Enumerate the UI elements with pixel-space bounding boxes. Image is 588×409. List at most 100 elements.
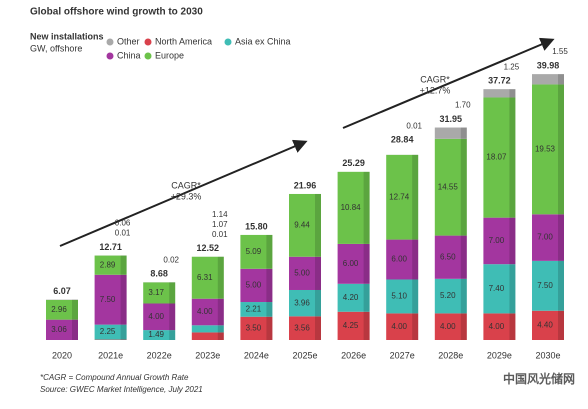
bar-segment	[240, 268, 273, 303]
bar-segment	[240, 234, 273, 269]
data-label: 5.00	[294, 268, 310, 277]
bar-side	[363, 311, 370, 340]
bar-segment	[532, 260, 564, 311]
data-label: 4.00	[148, 312, 164, 321]
data-label: 5.00	[246, 281, 262, 290]
bar-side	[412, 154, 419, 240]
legend-swatch	[106, 52, 114, 60]
bar-side	[509, 264, 516, 314]
bar-side	[315, 193, 321, 257]
bar-side	[460, 278, 467, 314]
legend-label: China	[117, 50, 141, 60]
chart-title: Global offshore wind growth to 2030	[30, 7, 203, 18]
data-label: 19.53	[535, 144, 556, 153]
x-tick-label: 2020	[52, 350, 72, 360]
data-label-above: 1.55	[552, 47, 568, 56]
data-label: 4.00	[440, 322, 456, 331]
bar-side	[266, 316, 273, 340]
data-label-above: 1.14	[212, 210, 228, 219]
legend-label: Asia ex China	[235, 36, 291, 46]
x-tick-label: 2030e	[535, 350, 560, 360]
bar-segment	[46, 319, 78, 340]
bar-segment	[434, 235, 467, 279]
bar-segment	[289, 256, 321, 290]
bar-segment	[483, 264, 516, 314]
data-label-above: 1.07	[212, 220, 228, 229]
bar-side	[412, 239, 419, 280]
total-label: 12.71	[99, 242, 122, 252]
bar-segment	[240, 302, 273, 317]
data-label: 5.09	[246, 247, 262, 256]
x-tick-label: 2025e	[292, 350, 317, 360]
bar-side	[169, 282, 176, 304]
data-label: 4.00	[489, 322, 505, 331]
bar-segment	[191, 256, 224, 299]
data-label: 6.50	[440, 252, 456, 261]
bar-side	[315, 316, 321, 340]
annotation: CAGR*	[420, 74, 450, 84]
x-tick-label: 2024e	[244, 350, 269, 360]
bar-side	[460, 235, 467, 279]
bar-segment	[434, 127, 467, 139]
data-label: 7.00	[489, 236, 505, 245]
bar-side	[509, 217, 516, 265]
data-label-above: 0.01	[115, 229, 131, 238]
bar-side	[120, 274, 127, 325]
annotation: CAGR*	[171, 180, 201, 190]
bar-side	[169, 303, 176, 331]
bar-side	[217, 325, 224, 333]
footnote: *CAGR = Compound Annual Growth Rate	[40, 373, 189, 382]
data-label: 4.25	[343, 321, 359, 330]
bar-segment	[434, 313, 467, 340]
bar-segment	[337, 311, 370, 340]
data-label: 4.40	[537, 320, 553, 329]
data-label: 3.50	[246, 323, 262, 332]
legend-subtitle: GW, offshore	[30, 43, 82, 53]
bar-side	[217, 298, 224, 326]
data-label: 4.20	[343, 293, 359, 302]
bar-segment	[143, 303, 176, 331]
bar-side	[412, 279, 419, 314]
bar-segment	[94, 255, 127, 275]
bar-segment	[337, 171, 370, 244]
data-label: 6.31	[197, 273, 213, 282]
data-label: 18.07	[486, 153, 507, 162]
source: Source: GWEC Market Intelligence, July 2…	[40, 385, 203, 394]
data-label-above: 0.06	[115, 219, 131, 228]
total-label: 39.98	[537, 61, 560, 71]
bar-segment	[289, 289, 321, 317]
bar-segment	[289, 316, 321, 340]
bar-side	[509, 89, 516, 98]
data-label: 6.00	[391, 255, 407, 264]
bar-side	[363, 283, 370, 312]
annotation: +12.7%	[420, 85, 451, 95]
data-label: 1.49	[148, 330, 164, 339]
bar-segment	[532, 310, 564, 340]
data-label: 7.00	[537, 233, 553, 242]
x-tick-label: 2021e	[98, 350, 123, 360]
legend-swatch	[106, 38, 114, 46]
trend-arrow	[342, 37, 555, 129]
bar-segment	[240, 316, 273, 340]
bar-side	[217, 332, 224, 340]
data-label-above: 0.01	[212, 230, 228, 239]
data-label-above: 0.02	[163, 255, 179, 264]
data-label: 4.00	[391, 322, 407, 331]
bar-segment	[94, 274, 127, 325]
legend-swatch	[224, 38, 232, 46]
data-label: 4.00	[197, 307, 213, 316]
watermark: 中国风光储网	[503, 371, 575, 386]
data-label-above: 1.70	[455, 101, 471, 110]
bar-side	[72, 319, 78, 340]
bar-side	[558, 214, 564, 261]
bar-segment	[94, 324, 127, 340]
legend-title: New installations	[30, 31, 104, 41]
bar-segment	[386, 239, 419, 280]
data-label: 3.96	[294, 298, 310, 307]
x-tick-label: 2029e	[487, 350, 512, 360]
bar-segment	[191, 298, 224, 326]
data-label: 3.06	[51, 325, 67, 334]
bar-segment	[483, 97, 516, 218]
trend-arrow	[59, 139, 308, 247]
